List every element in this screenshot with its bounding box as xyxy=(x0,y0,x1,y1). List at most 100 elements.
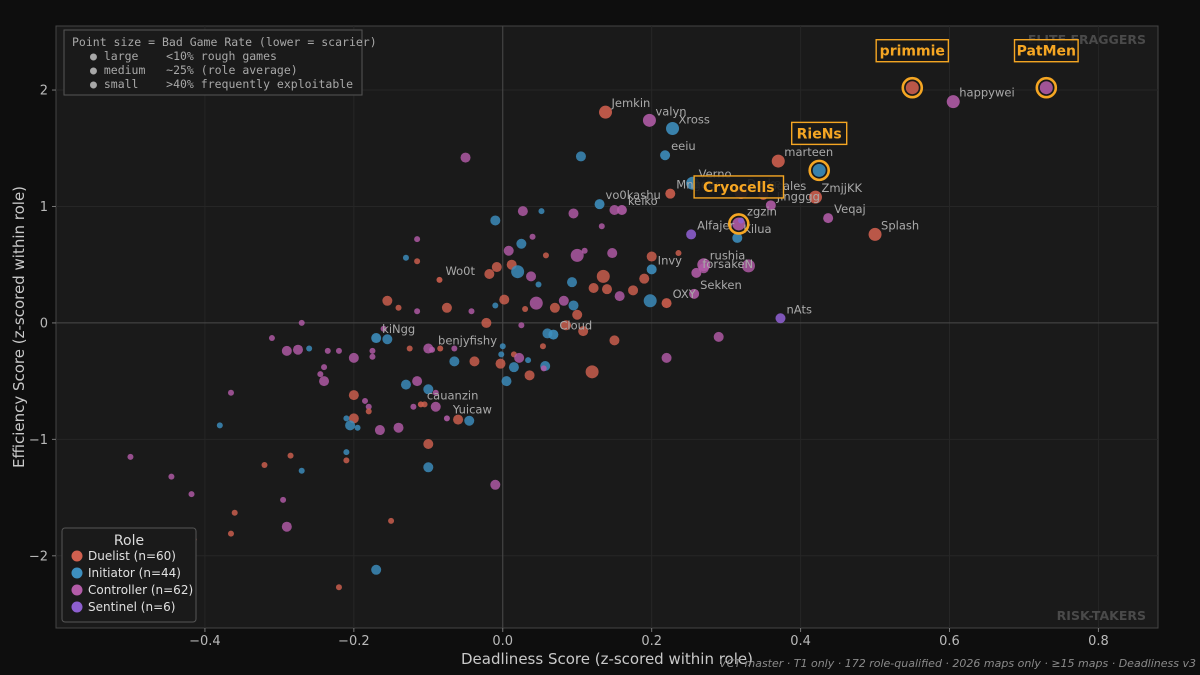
player-point xyxy=(451,345,458,352)
player-point xyxy=(524,370,535,381)
player-label-alfajer: Alfajer xyxy=(697,218,734,232)
y-tick-label: 2 xyxy=(40,84,48,99)
player-point xyxy=(522,305,529,312)
player-point-rushia xyxy=(697,258,711,272)
player-point xyxy=(535,281,542,288)
player-point xyxy=(464,415,475,426)
legend: Role Duelist (n=60) Initiator (n=44) Contr… xyxy=(61,527,197,623)
player-point xyxy=(365,408,372,415)
legend-swatch-duelist xyxy=(71,550,83,562)
player-label-vo0kashu: vo0kashu xyxy=(606,188,661,202)
player-point xyxy=(588,282,599,293)
player-point xyxy=(499,343,506,350)
player-point xyxy=(430,401,441,412)
x-tick-label: 0.4 xyxy=(790,634,811,649)
player-point xyxy=(382,334,393,345)
player-point-keiko xyxy=(616,204,627,215)
player-point xyxy=(585,365,599,379)
highlight-ring-cryocells xyxy=(727,213,750,235)
player-point xyxy=(508,362,519,373)
player-label-yuicaw: Yuicaw xyxy=(452,402,492,416)
player-point xyxy=(468,308,475,315)
player-point-jemkin xyxy=(599,105,613,119)
player-point-kilua xyxy=(732,232,743,243)
player-point xyxy=(525,357,532,364)
player-point xyxy=(388,517,395,524)
player-point xyxy=(281,345,292,356)
player-point xyxy=(558,295,569,306)
player-point xyxy=(365,403,372,410)
callout-box-riens xyxy=(791,121,848,146)
player-point xyxy=(441,302,452,313)
player-point xyxy=(437,345,444,352)
player-point xyxy=(517,206,528,217)
player-point xyxy=(335,584,342,591)
player-point xyxy=(412,376,423,387)
legend-label-sentinel: Sentinel (n=6) xyxy=(88,600,175,614)
player-point xyxy=(568,300,579,311)
player-point-invy xyxy=(646,264,657,275)
player-point xyxy=(469,356,480,367)
player-label-zgzin: zgzin xyxy=(747,204,777,218)
player-point xyxy=(423,439,434,450)
player-point xyxy=(423,462,434,473)
player-point xyxy=(581,247,588,254)
player-point xyxy=(675,250,682,257)
player-point xyxy=(348,352,359,363)
player-point-veqaj xyxy=(823,213,834,224)
y-tick-label: −1 xyxy=(29,433,48,448)
player-point xyxy=(335,347,342,354)
player-point-riens xyxy=(812,163,826,177)
player-point-cauanzin xyxy=(417,401,424,408)
x-axis-title: Deadliness Score (z-scored within role) xyxy=(461,650,753,668)
player-label-kingg: kiNgg xyxy=(382,322,415,336)
player-point xyxy=(449,356,460,367)
player-point xyxy=(639,273,650,284)
player-point xyxy=(354,424,361,431)
player-point xyxy=(395,304,402,311)
player-point xyxy=(607,248,618,259)
highlight-callouts: primmie PatMen RieNs Cryocells xyxy=(693,39,1079,235)
player-label-eeiu: eeiu xyxy=(671,139,696,153)
player-point xyxy=(406,345,413,352)
player-point xyxy=(491,262,502,273)
player-point xyxy=(280,496,287,503)
player-label-invy: Invy xyxy=(658,253,682,267)
player-point-forsaken xyxy=(691,267,702,278)
legend-swatch-controller xyxy=(71,584,83,596)
player-point-kingg xyxy=(371,333,382,344)
player-point-patmen xyxy=(1039,81,1053,95)
player-point-zgzin xyxy=(738,217,745,224)
player-point xyxy=(188,491,195,498)
player-point xyxy=(362,397,369,404)
player-point xyxy=(614,291,625,302)
player-point xyxy=(298,467,305,474)
player-label-splash: Splash xyxy=(881,218,919,232)
player-point xyxy=(317,371,324,378)
player-point xyxy=(518,322,525,329)
player-point xyxy=(414,308,421,315)
player-label-wo0t: Wo0t xyxy=(445,264,475,278)
player-point xyxy=(602,284,612,295)
player-point xyxy=(460,152,471,163)
highlight-ring-primmie xyxy=(901,76,924,99)
size-note-frame xyxy=(63,29,363,96)
player-point xyxy=(568,208,579,219)
callout-label-patmen: PatMen xyxy=(1017,44,1076,60)
plot-area xyxy=(55,25,1159,629)
player-point xyxy=(538,208,545,215)
player-label-happywei: happywei xyxy=(959,86,1014,100)
player-point xyxy=(261,461,268,468)
y-tick-label: −2 xyxy=(29,549,48,564)
player-point xyxy=(369,347,376,354)
legend-label-initiator: Initiator (n=44) xyxy=(88,566,181,580)
player-point-wo0t xyxy=(436,276,443,283)
player-point xyxy=(453,414,464,425)
player-point xyxy=(549,302,560,313)
player-point-mngeer xyxy=(665,188,676,199)
player-point-yuicaw xyxy=(443,415,450,422)
player-point-benjyfishy xyxy=(429,346,436,353)
reference-lines xyxy=(56,26,1158,628)
player-point xyxy=(572,309,583,320)
player-point xyxy=(319,376,330,387)
